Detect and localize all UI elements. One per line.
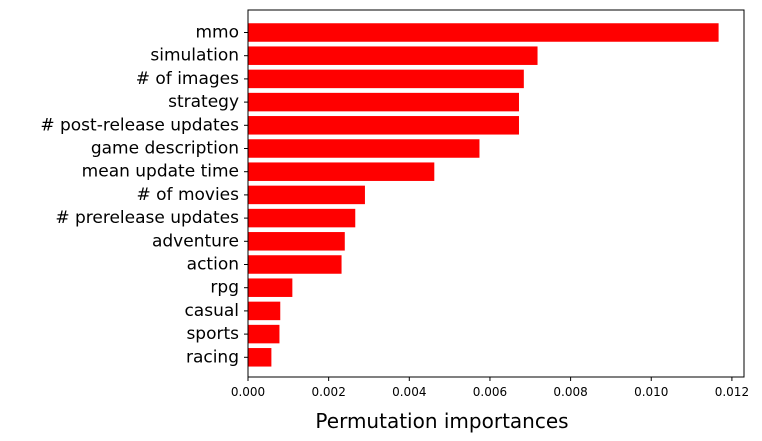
x-tick-label-2: 0.004: [392, 385, 426, 399]
bar-14: [248, 348, 272, 367]
category-label-4: # post-release updates: [40, 115, 239, 135]
bar-2: [248, 69, 524, 89]
category-label-7: # of movies: [137, 185, 240, 205]
x-axis-title: Permutation importances: [315, 409, 568, 433]
x-tick-label-6: 0.012: [715, 385, 749, 399]
category-label-0: mmo: [195, 23, 239, 43]
category-label-9: adventure: [152, 231, 239, 251]
bar-0: [248, 23, 719, 42]
category-label-10: action: [187, 255, 239, 275]
x-tick-label-4: 0.008: [553, 385, 587, 399]
plot-frame: [247, 9, 745, 378]
category-label-1: simulation: [150, 46, 239, 66]
bar-1: [248, 46, 538, 65]
x-tick-label-5: 0.010: [634, 385, 668, 399]
category-label-2: # of images: [136, 69, 239, 89]
category-label-5: game description: [91, 139, 239, 159]
category-label-13: sports: [186, 324, 239, 344]
bar-10: [248, 255, 342, 274]
category-label-3: strategy: [168, 92, 239, 112]
bar-3: [248, 92, 519, 112]
bar-9: [248, 232, 345, 251]
category-label-14: racing: [186, 347, 239, 367]
bar-12: [248, 301, 281, 321]
x-tick-label-1: 0.002: [311, 385, 345, 399]
category-label-8: # prerelease updates: [55, 208, 239, 228]
category-label-11: rpg: [210, 278, 239, 298]
category-labels: mmo simulation # of images strategy # post-r…: [40, 23, 248, 367]
bar-8: [248, 208, 356, 228]
category-label-6: mean update time: [82, 162, 239, 182]
x-tick-label-3: 0.006: [473, 385, 507, 399]
bars-group: [248, 23, 719, 367]
bar-6: [248, 162, 435, 181]
x-axis-ticks: 0.000 0.002 0.004 0.006 0.008 0.010 0.012: [231, 377, 749, 399]
bar-5: [248, 139, 480, 158]
bar-13: [248, 324, 280, 344]
category-label-12: casual: [184, 301, 239, 321]
bar-7: [248, 185, 365, 205]
bar-11: [248, 278, 293, 297]
bar-4: [248, 116, 519, 135]
x-tick-label-0: 0.000: [231, 385, 265, 399]
